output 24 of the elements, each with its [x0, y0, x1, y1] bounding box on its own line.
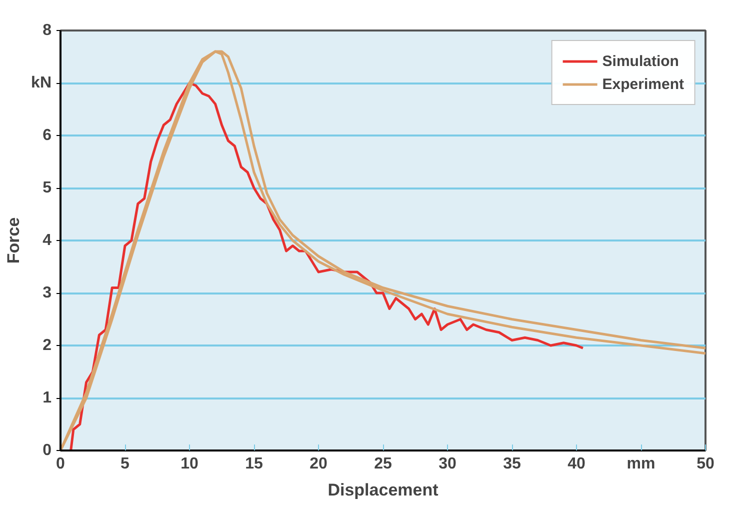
x-tick-label: mm [626, 456, 656, 472]
x-tick-label: 15 [245, 456, 263, 472]
x-tick-label: 20 [310, 456, 328, 472]
x-tick-label: 10 [180, 456, 198, 472]
x-tick-label: 5 [120, 456, 130, 472]
y-tick-label: 1 [42, 390, 52, 406]
y-tick-label: 2 [42, 337, 52, 354]
y-tick-label: kN [31, 74, 52, 92]
y-tick-label: 6 [42, 127, 52, 144]
x-tick-label: 30 [438, 456, 456, 472]
x-axis-title: Displacement [328, 480, 439, 500]
y-tick-label: 8 [42, 22, 52, 39]
y-tick-label: 3 [42, 284, 52, 302]
y-tick-label: 4 [42, 232, 52, 249]
x-tick-label: 40 [568, 456, 586, 472]
y-tick-label: 0 [42, 442, 52, 459]
x-tick-label: 35 [503, 456, 521, 472]
x-tick-label: 25 [374, 456, 392, 472]
y-axis-title: Force [4, 217, 24, 264]
x-tick-label: 0 [56, 456, 66, 472]
legend-label: Simulation [602, 52, 679, 70]
x-tick-label: 50 [696, 456, 714, 472]
y-tick-label: 5 [42, 180, 52, 196]
legend-label: Experiment [602, 76, 684, 92]
